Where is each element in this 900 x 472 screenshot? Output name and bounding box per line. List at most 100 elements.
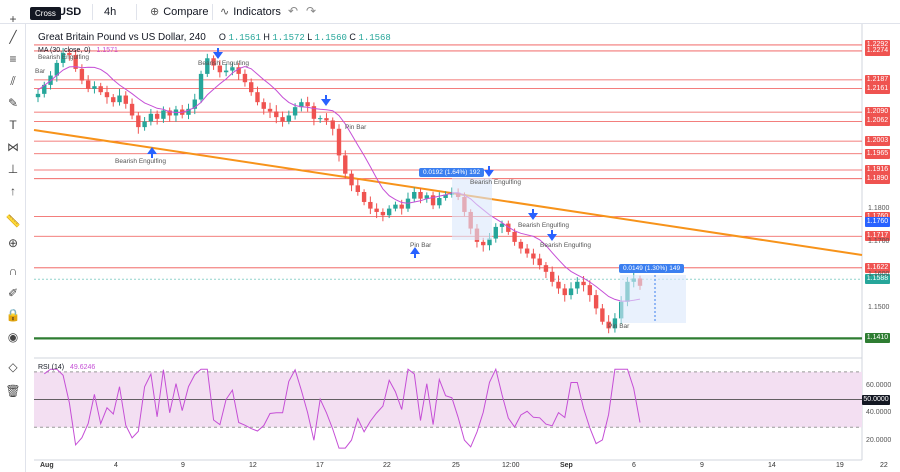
arrow-down-icon xyxy=(528,213,538,220)
price-label[interactable]: 1.1890 xyxy=(865,173,890,184)
pattern-icon[interactable]: ⋈ xyxy=(7,140,19,154)
candle-body xyxy=(593,295,599,309)
time-label: 17 xyxy=(316,462,324,469)
candle-body xyxy=(430,195,436,206)
price-label[interactable]: 1.2187 xyxy=(865,74,890,85)
redo-icon[interactable]: ↷ xyxy=(306,4,317,18)
price-label[interactable]: 1.1588 xyxy=(865,274,890,285)
rsi-label: RSI (14) xyxy=(38,364,65,371)
eye-icon[interactable]: ◉ xyxy=(7,330,19,344)
candle-body xyxy=(198,73,204,100)
candle-body xyxy=(104,92,110,98)
candle-body xyxy=(399,204,404,209)
pencil-lock-icon[interactable]: ✐ xyxy=(7,286,19,300)
price-label[interactable]: 1.1916 xyxy=(865,165,890,176)
annotation-bearish-engulfing: Bearish Engulfing xyxy=(518,222,569,229)
trend-line-icon[interactable]: ╱ xyxy=(9,30,17,44)
horizontal-line-icon[interactable]: ≡ xyxy=(9,52,17,66)
candle-body xyxy=(330,120,335,129)
ma-line xyxy=(37,65,641,302)
candle-body xyxy=(236,67,241,74)
fib-icon[interactable]: ⫽ xyxy=(10,74,16,88)
candle-body xyxy=(336,128,342,156)
ma-label: MA (30, close, 0) xyxy=(38,47,91,54)
toolbar-divider xyxy=(212,4,213,20)
annotation-bar: Bar xyxy=(35,68,46,75)
candle-body xyxy=(343,155,348,174)
candle-body xyxy=(550,271,555,282)
candle-body xyxy=(35,93,41,98)
candle-body xyxy=(380,211,386,216)
measure-label[interactable]: 0.0149 (1.30%) 149 xyxy=(619,264,685,273)
time-label: 22 xyxy=(880,462,888,469)
high-label: H xyxy=(263,32,270,42)
crosshair-icon[interactable]: + xyxy=(9,12,17,26)
candle-body xyxy=(543,265,549,272)
candle-body xyxy=(324,118,329,121)
price-label[interactable]: 1.1760 xyxy=(865,216,890,227)
candle-body xyxy=(73,54,78,69)
candle-body xyxy=(606,321,611,329)
annotation-bearish-engulfing: Bearish Engulfing xyxy=(115,158,166,165)
ruler-icon[interactable]: 📏 xyxy=(5,214,21,228)
indicators-button[interactable]: ∿ Indicators xyxy=(220,3,281,21)
candle-body xyxy=(437,197,442,206)
candle-body xyxy=(148,113,154,122)
close-value: 1.1568 xyxy=(358,33,391,43)
price-label[interactable]: 1.1410 xyxy=(865,333,890,344)
arrow-icon[interactable]: ↑ xyxy=(10,184,16,198)
indicators-label: Indicators xyxy=(233,6,281,18)
horizontal-levels xyxy=(34,24,863,461)
candle-body xyxy=(305,102,310,107)
rsi-legend[interactable]: RSI (14) 49.6246 xyxy=(38,364,95,371)
candle-body xyxy=(562,288,567,296)
price-label[interactable]: 1.1717 xyxy=(865,231,890,242)
candle-body xyxy=(186,108,191,115)
compare-button[interactable]: ⊕ Compare xyxy=(150,3,208,21)
prediction-icon[interactable]: ⊥ xyxy=(7,162,19,176)
candle-body xyxy=(568,288,574,296)
candle-body xyxy=(524,248,530,254)
candle-body xyxy=(537,258,542,266)
candle-body xyxy=(249,82,254,93)
candle-body xyxy=(192,99,197,109)
chart-legend: Great Britain Pound vs US Dollar, 240 O … xyxy=(38,32,391,43)
lock-icon[interactable]: 🔒 xyxy=(5,308,21,322)
price-label[interactable]: 1.1622 xyxy=(865,262,890,273)
candle-body xyxy=(242,73,248,83)
candle-body xyxy=(92,86,97,89)
text-icon[interactable]: T xyxy=(9,118,17,132)
toolbar-divider xyxy=(136,4,137,20)
candle-body xyxy=(205,58,210,74)
pattern-markers xyxy=(147,48,686,323)
trend-line xyxy=(33,129,863,256)
candle-body xyxy=(292,107,298,116)
candle-body xyxy=(386,208,392,216)
candle-body xyxy=(123,95,128,104)
price-label[interactable]: 1.2062 xyxy=(865,116,890,127)
price-label[interactable]: 1.2274 xyxy=(865,45,890,56)
zoom-icon[interactable]: ⊕ xyxy=(7,236,19,250)
layers-icon[interactable]: ◇ xyxy=(8,360,18,374)
candle-body xyxy=(581,281,586,286)
price-label[interactable]: 1.2292 xyxy=(865,39,890,50)
rsi-tick: 40.0000 xyxy=(866,409,892,417)
price-label[interactable]: 1.1760 xyxy=(865,211,890,222)
interval-button[interactable]: 4h xyxy=(104,6,117,18)
measure-label[interactable]: 0.0192 (1.64%) 192 xyxy=(419,168,485,177)
undo-icon[interactable]: ↶ xyxy=(288,4,299,18)
annotation-bearish-engulfing: Bearish Engulfing xyxy=(198,60,249,67)
candle-body xyxy=(493,226,498,239)
price-label[interactable]: 1.2003 xyxy=(865,136,890,147)
candle-body xyxy=(424,195,429,199)
symbol-search-button[interactable]: USD xyxy=(58,6,82,18)
price-label[interactable]: 1.1965 xyxy=(865,148,890,159)
arrow-up-icon xyxy=(410,247,420,254)
price-label[interactable]: 1.2090 xyxy=(865,107,890,118)
magnet-icon[interactable]: ∩ xyxy=(8,264,18,278)
brush-icon[interactable]: ✎ xyxy=(7,96,19,110)
trash-icon[interactable]: 🗑 xyxy=(5,384,21,398)
ma-legend[interactable]: MA (30, close, 0) 1.1571 xyxy=(38,47,118,54)
price-label[interactable]: 1.2161 xyxy=(865,83,890,94)
